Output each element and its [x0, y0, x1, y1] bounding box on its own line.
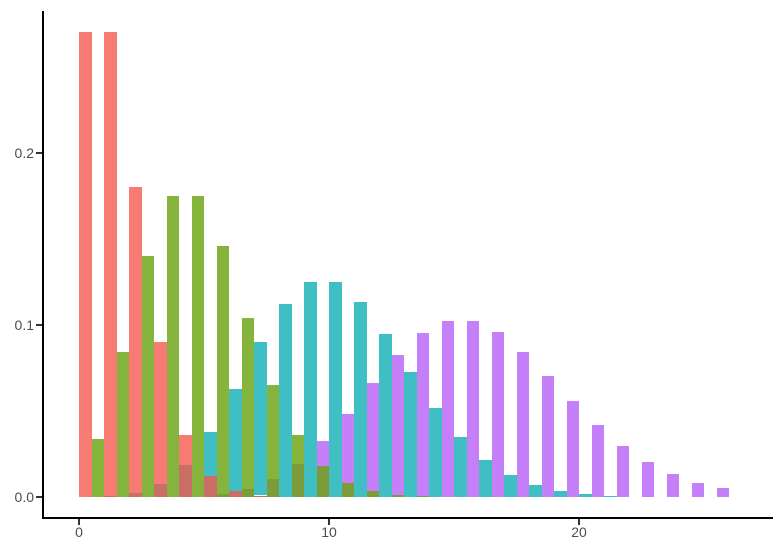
pmf-bar-segment [391, 494, 405, 497]
y-axis-line [42, 11, 44, 519]
pmf-bar-segment [291, 463, 305, 497]
pmf-bar-segment [441, 321, 455, 497]
pmf-bar-segment [291, 434, 305, 464]
y-axis-tick [36, 324, 42, 326]
pmf-bar-segment [179, 435, 192, 465]
pmf-bar-segment [341, 482, 355, 497]
x-axis-line [42, 517, 773, 519]
pmf-bar-segment [454, 437, 467, 497]
pmf-bar-segment [204, 432, 217, 477]
pmf-bar-segment [466, 321, 480, 497]
pmf-bar-segment [254, 342, 267, 496]
y-tick-label: 0.1 [14, 317, 34, 333]
pmf-bar-segment [266, 384, 280, 480]
x-tick-label: 10 [321, 524, 337, 540]
x-axis-tick [78, 519, 80, 525]
pmf-bar-segment [429, 407, 442, 497]
pmf-bar-segment [366, 383, 380, 492]
pmf-bar-segment [491, 332, 505, 497]
pmf-bar-segment [241, 488, 255, 497]
pmf-bar-segment [129, 187, 142, 494]
pmf-bar-segment [316, 441, 330, 466]
pmf-bar-segment [604, 495, 617, 497]
pmf-bar-segment [341, 413, 355, 483]
pmf-bar-segment [104, 496, 117, 497]
pmf-bar-segment [379, 334, 392, 497]
pmf-bar-segment [191, 195, 205, 497]
pmf-bar-segment [216, 493, 230, 497]
pmf-bar-segment [154, 484, 167, 497]
pmf-bar-segment [504, 475, 517, 497]
pmf-bar-segment [104, 32, 117, 497]
pmf-bar-segment [116, 352, 130, 497]
pmf-bar-segment [266, 479, 280, 497]
x-axis-tick [578, 519, 580, 525]
pmf-bar-segment [541, 375, 555, 497]
pmf-bar-segment [479, 459, 492, 497]
pmf-bar-segment [404, 371, 417, 497]
y-tick-label: 0.0 [14, 489, 34, 505]
pmf-bar-segment [691, 482, 705, 497]
pmf-bar-segment [566, 401, 580, 497]
pmf-bar-segment [129, 493, 142, 497]
pmf-bar-segment [279, 303, 292, 497]
pmf-bar-segment [641, 462, 655, 497]
pmf-bar-segment [579, 493, 592, 497]
pmf-bar-segment [354, 301, 367, 497]
pmf-bar-segment [591, 425, 605, 497]
pmf-bar-segment [91, 439, 105, 497]
y-tick-label: 0.2 [14, 145, 34, 161]
pmf-bar-segment [166, 195, 180, 497]
pmf-bar-segment [416, 332, 430, 497]
pmf-bar-segment [229, 491, 242, 497]
pmf-bar-segment [716, 488, 730, 497]
pmf-bar-segment [554, 490, 567, 497]
pmf-bar-segment [666, 474, 680, 497]
x-tick-label: 20 [571, 524, 587, 540]
pmf-bar-segment [616, 445, 630, 497]
pmf-bar-segment [304, 282, 317, 497]
pmf-bar-segment [154, 342, 167, 484]
pmf-bar-segment [179, 464, 192, 497]
x-axis-tick [328, 519, 330, 525]
pmf-bar-segment [329, 282, 342, 497]
pmf-bar-segment [229, 388, 242, 492]
pmf-bar-segment [216, 246, 230, 494]
x-tick-label: 0 [75, 524, 83, 540]
y-axis-tick [36, 496, 42, 498]
pmf-bar-segment [391, 354, 405, 495]
y-axis-tick [36, 152, 42, 154]
pmf-bar-segment [366, 491, 380, 497]
pmf-bar-segment [141, 255, 155, 497]
pmf-bar-segment [316, 465, 330, 497]
pmf-bar-segment [516, 351, 530, 497]
pmf-bar-segment [529, 484, 542, 497]
pmf-bar-segment [79, 32, 92, 497]
pmf-bar-segment [204, 476, 217, 497]
pmf-bar-segment [241, 317, 255, 489]
pmf-bar-segment [254, 495, 267, 497]
pmf-bar-segment [416, 496, 430, 497]
